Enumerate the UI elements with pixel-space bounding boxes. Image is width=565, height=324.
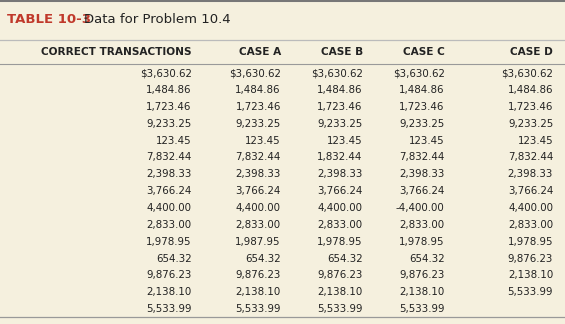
Text: 5,533.99: 5,533.99 xyxy=(399,304,445,314)
Text: 9,876.23: 9,876.23 xyxy=(236,271,281,280)
Text: 1,978.95: 1,978.95 xyxy=(317,237,363,247)
Bar xyxy=(0,98,565,115)
Text: 2,138.10: 2,138.10 xyxy=(146,287,192,297)
Text: 123.45: 123.45 xyxy=(409,136,445,145)
Text: 9,233.25: 9,233.25 xyxy=(508,119,553,129)
Text: 123.45: 123.45 xyxy=(518,136,553,145)
Text: CASE D: CASE D xyxy=(510,47,553,56)
Text: 9,233.25: 9,233.25 xyxy=(318,119,363,129)
Text: 1,978.95: 1,978.95 xyxy=(507,237,553,247)
Text: 5,533.99: 5,533.99 xyxy=(146,304,192,314)
Text: 2,398.33: 2,398.33 xyxy=(508,169,553,179)
Text: $3,630.62: $3,630.62 xyxy=(229,68,281,78)
Text: 3,766.24: 3,766.24 xyxy=(146,186,192,196)
Text: 2,398.33: 2,398.33 xyxy=(399,169,445,179)
Text: 1,484.86: 1,484.86 xyxy=(317,85,363,95)
Text: 1,484.86: 1,484.86 xyxy=(399,85,445,95)
Text: $3,630.62: $3,630.62 xyxy=(311,68,363,78)
Text: 1,723.46: 1,723.46 xyxy=(236,102,281,112)
Bar xyxy=(0,318,565,324)
Text: 9,233.25: 9,233.25 xyxy=(399,119,445,129)
Text: 1,484.86: 1,484.86 xyxy=(235,85,281,95)
Text: 2,833.00: 2,833.00 xyxy=(508,220,553,230)
Bar xyxy=(0,38,565,65)
Text: 1,723.46: 1,723.46 xyxy=(508,102,553,112)
Bar xyxy=(0,216,565,233)
Text: 1,723.46: 1,723.46 xyxy=(146,102,192,112)
Text: 9,876.23: 9,876.23 xyxy=(318,271,363,280)
Bar xyxy=(0,0,565,38)
Text: 2,833.00: 2,833.00 xyxy=(318,220,363,230)
Text: CORRECT TRANSACTIONS: CORRECT TRANSACTIONS xyxy=(41,47,192,56)
Bar xyxy=(0,183,565,200)
Text: CASE B: CASE B xyxy=(320,47,363,56)
Text: 2,833.00: 2,833.00 xyxy=(399,220,445,230)
Text: 2,398.33: 2,398.33 xyxy=(146,169,192,179)
Text: 2,833.00: 2,833.00 xyxy=(146,220,192,230)
Text: 7,832.44: 7,832.44 xyxy=(236,153,281,162)
Text: 4,400.00: 4,400.00 xyxy=(146,203,192,213)
Text: $3,630.62: $3,630.62 xyxy=(393,68,445,78)
Text: 1,978.95: 1,978.95 xyxy=(146,237,192,247)
Bar xyxy=(0,267,565,284)
Bar xyxy=(0,250,565,267)
Text: 2,138.10: 2,138.10 xyxy=(318,287,363,297)
Bar xyxy=(0,166,565,183)
Text: 9,876.23: 9,876.23 xyxy=(508,254,553,263)
Bar xyxy=(0,233,565,250)
Text: 654.32: 654.32 xyxy=(327,254,363,263)
Text: 123.45: 123.45 xyxy=(245,136,281,145)
Text: 4,400.00: 4,400.00 xyxy=(236,203,281,213)
Text: 654.32: 654.32 xyxy=(156,254,192,263)
Text: 654.32: 654.32 xyxy=(245,254,281,263)
Bar xyxy=(0,82,565,98)
Text: 3,766.24: 3,766.24 xyxy=(236,186,281,196)
Text: 1,484.86: 1,484.86 xyxy=(507,85,553,95)
Text: CASE C: CASE C xyxy=(403,47,445,56)
Text: 2,138.10: 2,138.10 xyxy=(508,271,553,280)
Text: 9,876.23: 9,876.23 xyxy=(146,271,192,280)
Text: TABLE 10-3: TABLE 10-3 xyxy=(7,13,91,26)
Text: 9,876.23: 9,876.23 xyxy=(399,271,445,280)
Text: 4,400.00: 4,400.00 xyxy=(318,203,363,213)
Text: 123.45: 123.45 xyxy=(156,136,192,145)
Text: 4,400.00: 4,400.00 xyxy=(508,203,553,213)
Bar xyxy=(0,284,565,301)
Bar xyxy=(0,149,565,166)
Text: 2,833.00: 2,833.00 xyxy=(236,220,281,230)
Text: 7,832.44: 7,832.44 xyxy=(399,153,445,162)
Text: 1,978.95: 1,978.95 xyxy=(399,237,445,247)
Text: 1,484.86: 1,484.86 xyxy=(146,85,192,95)
Text: 123.45: 123.45 xyxy=(327,136,363,145)
Text: $3,630.62: $3,630.62 xyxy=(140,68,192,78)
Text: $3,630.62: $3,630.62 xyxy=(501,68,553,78)
Text: 3,766.24: 3,766.24 xyxy=(508,186,553,196)
Text: 2,138.10: 2,138.10 xyxy=(399,287,445,297)
Text: 5,533.99: 5,533.99 xyxy=(317,304,363,314)
Bar xyxy=(0,301,565,318)
Text: 7,832.44: 7,832.44 xyxy=(146,153,192,162)
Bar xyxy=(0,65,565,82)
Bar xyxy=(0,115,565,132)
Text: -4,400.00: -4,400.00 xyxy=(396,203,445,213)
Text: 1,723.46: 1,723.46 xyxy=(318,102,363,112)
Text: 9,233.25: 9,233.25 xyxy=(146,119,192,129)
Text: 5,533.99: 5,533.99 xyxy=(235,304,281,314)
Text: CASE A: CASE A xyxy=(238,47,281,56)
Text: 2,138.10: 2,138.10 xyxy=(236,287,281,297)
Text: 3,766.24: 3,766.24 xyxy=(318,186,363,196)
Text: 5,533.99: 5,533.99 xyxy=(507,287,553,297)
Text: Data for Problem 10.4: Data for Problem 10.4 xyxy=(84,13,231,26)
Text: 2,398.33: 2,398.33 xyxy=(236,169,281,179)
Text: 1,987.95: 1,987.95 xyxy=(235,237,281,247)
Text: 1,723.46: 1,723.46 xyxy=(399,102,445,112)
Text: 3,766.24: 3,766.24 xyxy=(399,186,445,196)
Text: 2,398.33: 2,398.33 xyxy=(318,169,363,179)
Bar xyxy=(0,132,565,149)
Text: 654.32: 654.32 xyxy=(409,254,445,263)
Text: 1,832.44: 1,832.44 xyxy=(318,153,363,162)
Text: 9,233.25: 9,233.25 xyxy=(236,119,281,129)
Text: 7,832.44: 7,832.44 xyxy=(508,153,553,162)
Bar xyxy=(0,200,565,216)
